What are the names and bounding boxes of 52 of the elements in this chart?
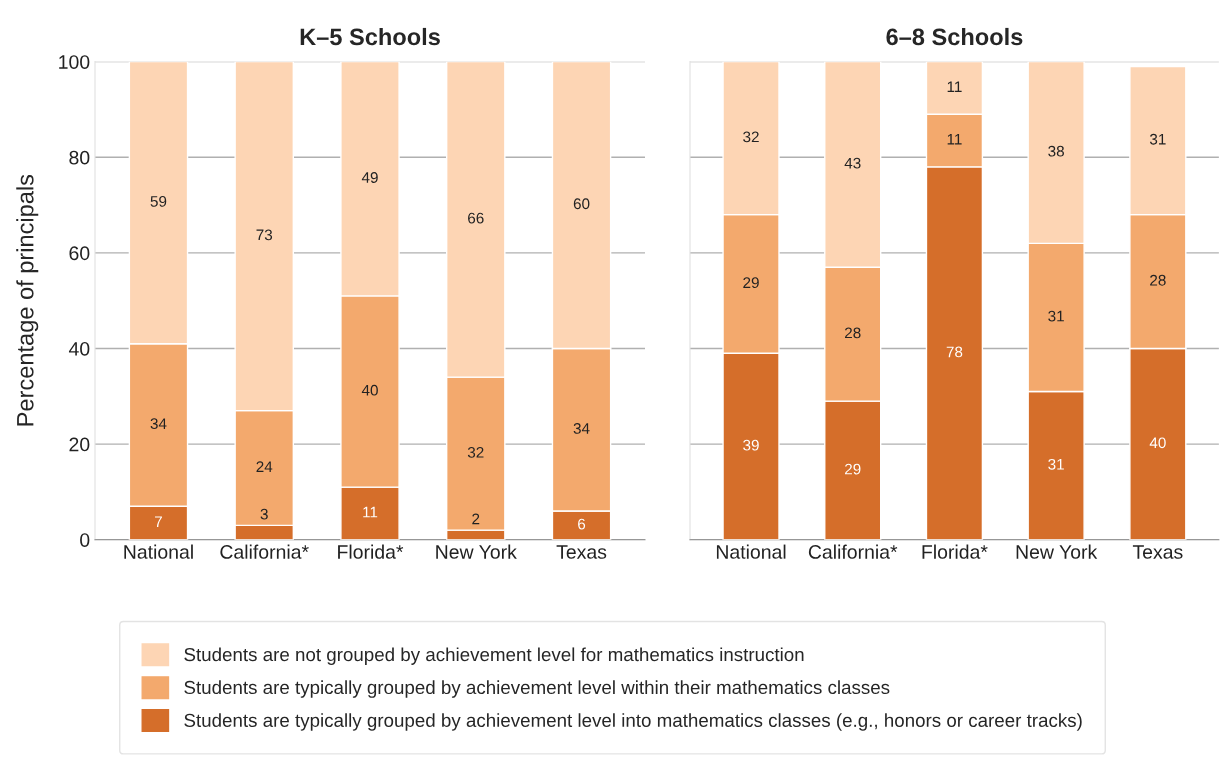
- data-label: 78: [946, 346, 963, 358]
- y-tick-label: 0: [80, 533, 90, 547]
- data-label: 66: [468, 212, 484, 224]
- x-tick-label: Florida*: [338, 544, 404, 559]
- x-tick-label: New York: [1016, 544, 1098, 559]
- legend-label: Students are typically grouped by achievement level into mathematics classes (e.g., honors or career tracks): [184, 713, 1082, 731]
- data-label: 34: [150, 418, 167, 430]
- data-label: 32: [743, 131, 759, 143]
- chart-title: 6–8 Schools: [886, 27, 1023, 46]
- x-tick-label: New York: [436, 544, 517, 559]
- data-label: 31: [1048, 458, 1064, 470]
- data-label: 49: [361, 172, 378, 183]
- data-label: 38: [1048, 145, 1064, 157]
- data-label: 32: [467, 446, 484, 458]
- data-label: 3: [260, 508, 268, 520]
- legend-label: Students are typically grouped by achievement level within their mathematics classes: [184, 680, 890, 698]
- y-tick-label: 20: [69, 437, 90, 452]
- x-tick-label: Texas: [556, 545, 607, 559]
- data-label: 11: [947, 81, 962, 92]
- data-label: 34: [573, 423, 590, 434]
- data-label: 60: [573, 198, 590, 210]
- data-label: 39: [743, 439, 759, 451]
- data-label: 6: [578, 518, 586, 530]
- y-tick-label: 100: [59, 55, 90, 69]
- data-label: 43: [844, 157, 861, 169]
- legend-label: Students are not grouped by achievement level for mathematics instruction: [184, 647, 804, 665]
- data-label: 28: [1150, 274, 1166, 286]
- x-tick-label: Florida*: [922, 544, 988, 559]
- x-tick-label: California*: [808, 544, 898, 559]
- data-label: 31: [1048, 310, 1064, 322]
- y-tick-label: 40: [68, 341, 90, 356]
- data-label: 28: [845, 327, 861, 339]
- data-label: 40: [361, 384, 378, 396]
- data-label: 59: [150, 195, 167, 207]
- data-label: 2: [472, 513, 480, 525]
- data-label: 40: [1149, 437, 1166, 449]
- x-tick-label: National: [716, 544, 786, 559]
- data-label: 29: [845, 463, 861, 475]
- data-label: 11: [363, 506, 378, 518]
- x-tick-label: Texas: [1132, 545, 1183, 559]
- data-label: 24: [256, 461, 273, 472]
- y-tick-label: 60: [69, 246, 90, 261]
- data-label: 29: [743, 277, 759, 289]
- data-label: 31: [1149, 133, 1166, 145]
- y-tick-label: 80: [69, 150, 90, 165]
- data-label: 11: [947, 133, 962, 145]
- chart-title: K–5 Schools: [300, 27, 440, 46]
- x-tick-label: California*: [220, 544, 309, 559]
- data-label: 7: [155, 516, 162, 527]
- x-tick-label: National: [124, 544, 193, 559]
- data-label: 73: [256, 229, 273, 241]
- y-axis-title: Percentage of principals: [16, 174, 39, 426]
